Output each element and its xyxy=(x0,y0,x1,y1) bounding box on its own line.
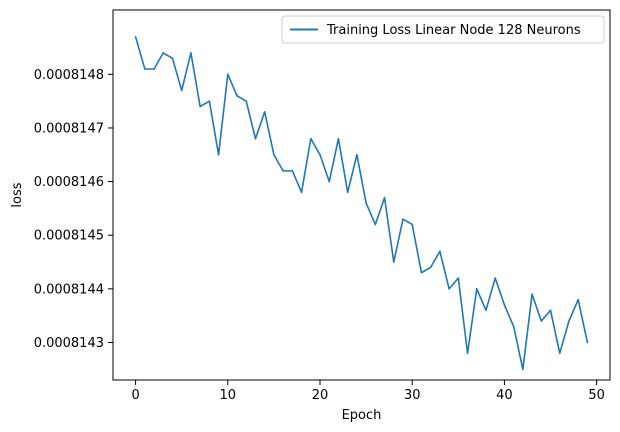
data-point xyxy=(171,57,174,60)
y-axis-label: loss xyxy=(10,182,25,207)
data-point xyxy=(162,52,165,54)
x-axis-ticks: 0 10 20 30 40 50 xyxy=(131,380,605,403)
data-point xyxy=(346,191,349,194)
y-tick-label: 0.0008143 xyxy=(34,336,104,351)
x-tick-label: 50 xyxy=(588,388,605,403)
data-point xyxy=(457,277,460,279)
data-point xyxy=(494,277,497,279)
x-axis-label: Epoch xyxy=(342,408,382,423)
data-point xyxy=(392,261,395,263)
data-point xyxy=(282,170,284,172)
y-axis-ticks: 0.0008143 0.0008144 0.0008145 0.0008146 0.00… xyxy=(34,68,113,351)
data-point xyxy=(420,271,423,274)
data-point xyxy=(245,100,248,102)
y-tick-label: 0.0008147 xyxy=(34,121,104,136)
data-point xyxy=(300,191,303,194)
data-point xyxy=(365,202,367,204)
series-line xyxy=(134,36,589,371)
data-point xyxy=(217,153,220,156)
legend-label: Training Loss Linear Node 128 Neurons xyxy=(326,23,581,38)
data-point xyxy=(319,153,321,156)
data-point xyxy=(337,137,340,140)
data-point xyxy=(568,320,570,322)
data-point xyxy=(522,368,524,371)
data-point xyxy=(383,196,386,199)
y-tick-label: 0.0008144 xyxy=(34,282,104,297)
data-point xyxy=(512,325,515,328)
x-tick-label: 40 xyxy=(496,388,513,403)
data-point xyxy=(180,89,183,92)
data-point xyxy=(199,105,201,108)
data-point xyxy=(540,320,543,322)
y-tick-label: 0.0008148 xyxy=(34,68,104,83)
data-point xyxy=(402,218,404,220)
data-point xyxy=(466,352,469,354)
data-point xyxy=(227,73,229,76)
data-point xyxy=(263,111,266,113)
data-point xyxy=(429,266,432,269)
data-point xyxy=(208,100,211,102)
series-layer xyxy=(134,36,589,371)
plot-area-frame xyxy=(112,9,611,381)
data-point xyxy=(144,68,146,70)
data-point xyxy=(236,95,238,97)
data-point xyxy=(328,180,331,183)
data-point xyxy=(356,153,358,156)
data-point xyxy=(549,309,552,312)
x-tick-label: 30 xyxy=(404,388,421,403)
data-point xyxy=(374,223,377,226)
data-point xyxy=(586,341,589,344)
y-tick-label: 0.0008145 xyxy=(34,229,104,244)
legend-box xyxy=(281,15,605,44)
data-point xyxy=(439,250,441,253)
data-point xyxy=(503,304,506,306)
data-point xyxy=(448,288,450,290)
data-point xyxy=(153,68,155,70)
data-point xyxy=(273,153,275,156)
x-tick-label: 20 xyxy=(312,388,329,403)
y-tick-label: 0.0008146 xyxy=(34,175,104,190)
legend: Training Loss Linear Node 128 Neurons xyxy=(281,15,605,44)
data-point xyxy=(558,352,561,354)
x-tick-label: 0 xyxy=(131,388,139,403)
data-point xyxy=(485,309,487,312)
data-point xyxy=(309,137,312,140)
data-point xyxy=(411,223,414,226)
data-point xyxy=(531,293,533,296)
data-point xyxy=(475,288,478,290)
data-point xyxy=(254,137,257,140)
data-point xyxy=(190,52,192,54)
data-point xyxy=(134,36,137,38)
data-point xyxy=(577,298,579,301)
data-point xyxy=(291,170,294,172)
x-tick-label: 10 xyxy=(220,388,237,403)
